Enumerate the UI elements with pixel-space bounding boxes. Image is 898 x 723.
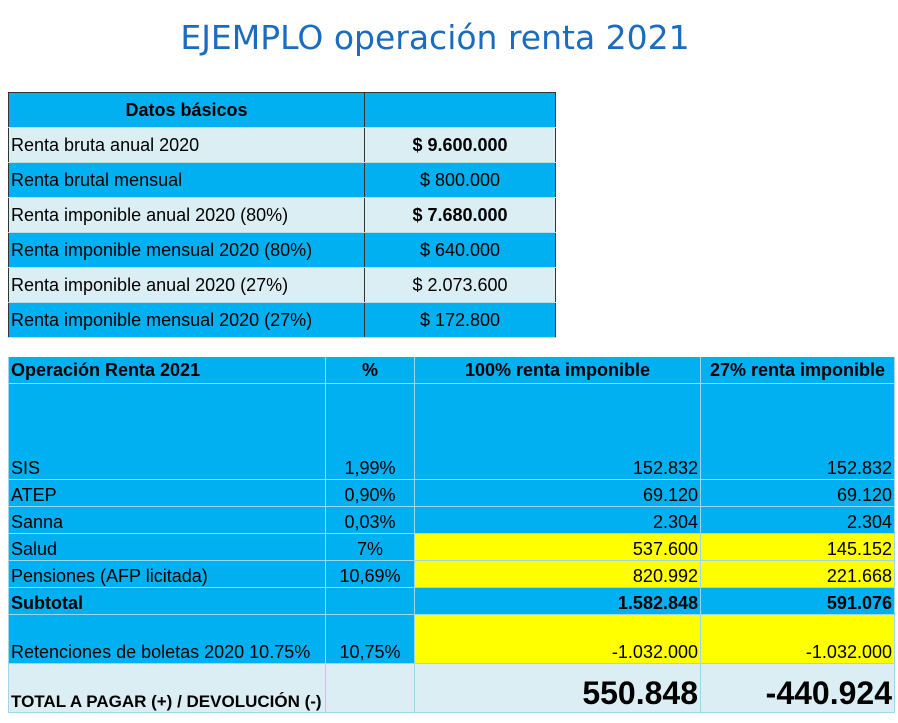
total-label: TOTAL A PAGAR (+) / DEVOLUCIÓN (-) <box>8 663 326 713</box>
header-cell: 27% renta imponible <box>700 357 895 384</box>
row-27: 69.120 <box>700 479 895 507</box>
row-27: 2.304 <box>700 506 895 534</box>
operation-table: Operación Renta 2021 % 100% renta imponi… <box>8 357 895 713</box>
table-header: Datos básicos <box>8 92 556 128</box>
table-row: Sanna 0,03% 2.304 2.304 <box>8 506 895 534</box>
subtotal-row: Subtotal 1.582.848 591.076 <box>8 587 895 615</box>
row-full: 2.304 <box>414 506 701 534</box>
table-row: Renta imponible anual 2020 (27%) $ 2.073.… <box>8 267 556 303</box>
header-label: Datos básicos <box>8 92 365 128</box>
table-row: Pensiones (AFP licitada) 10,69% 820.992 221… <box>8 560 895 588</box>
table-row: ATEP 0,90% 69.120 69.120 <box>8 479 895 507</box>
row-label: Renta imponible mensual 2020 (27%) <box>8 302 365 338</box>
row-label: Renta bruta anual 2020 <box>8 127 365 163</box>
row-27: 221.668 <box>700 560 895 588</box>
row-label: Salud <box>8 533 326 561</box>
row-label: SIS <box>8 383 326 480</box>
row-full: 537.600 <box>414 533 701 561</box>
header-cell: Operación Renta 2021 <box>8 357 326 384</box>
table-row: Renta imponible anual 2020 (80%) $ 7.680.… <box>8 197 556 233</box>
basic-data-table: Datos básicos Renta bruta anual 2020 $ 9.… <box>8 92 556 338</box>
row-27: 145.152 <box>700 533 895 561</box>
total-full: 550.848 <box>414 663 701 713</box>
row-full: 1.582.848 <box>414 587 701 615</box>
row-27: 591.076 <box>700 587 895 615</box>
row-pct: 1,99% <box>325 383 415 480</box>
row-label: Renta brutal mensual <box>8 162 365 198</box>
row-value: $ 7.680.000 <box>364 197 556 233</box>
row-full: -1.032.000 <box>414 614 701 664</box>
total-row: TOTAL A PAGAR (+) / DEVOLUCIÓN (-) 550.84… <box>8 663 895 713</box>
page-title: EJEMPLO operación renta 2021 <box>180 18 690 57</box>
row-label: Pensiones (AFP licitada) <box>8 560 326 588</box>
row-value: $ 800.000 <box>364 162 556 198</box>
row-full: 820.992 <box>414 560 701 588</box>
row-27: -1.032.000 <box>700 614 895 664</box>
table-row: Renta imponible mensual 2020 (80%) $ 640.… <box>8 232 556 268</box>
header-cell: % <box>325 357 415 384</box>
row-pct: 0,90% <box>325 479 415 507</box>
header-cell: 100% renta imponible <box>414 357 701 384</box>
row-value: $ 640.000 <box>364 232 556 268</box>
table-header: Operación Renta 2021 % 100% renta imponi… <box>8 357 895 384</box>
row-pct: 10,69% <box>325 560 415 588</box>
row-pct <box>325 587 415 615</box>
table-row: Renta imponible mensual 2020 (27%) $ 172.… <box>8 302 556 338</box>
row-pct: 0,03% <box>325 506 415 534</box>
total-27: -440.924 <box>700 663 895 713</box>
row-27: 152.832 <box>700 383 895 480</box>
row-label: Sanna <box>8 506 326 534</box>
row-full: 152.832 <box>414 383 701 480</box>
row-label: Retenciones de boletas 2020 10.75% <box>8 614 326 664</box>
row-label: Subtotal <box>8 587 326 615</box>
row-value: $ 172.800 <box>364 302 556 338</box>
row-full: 69.120 <box>414 479 701 507</box>
table-row: SIS 1,99% 152.832 152.832 <box>8 383 895 480</box>
row-label: ATEP <box>8 479 326 507</box>
table-row: Retenciones de boletas 2020 10.75% 10,75%… <box>8 614 895 664</box>
row-value: $ 9.600.000 <box>364 127 556 163</box>
table-row: Renta brutal mensual $ 800.000 <box>8 162 556 198</box>
row-pct: 7% <box>325 533 415 561</box>
row-label: Renta imponible anual 2020 (80%) <box>8 197 365 233</box>
table-row: Renta bruta anual 2020 $ 9.600.000 <box>8 127 556 163</box>
table-row: Salud 7% 537.600 145.152 <box>8 533 895 561</box>
row-pct: 10,75% <box>325 614 415 664</box>
row-value: $ 2.073.600 <box>364 267 556 303</box>
row-label: Renta imponible anual 2020 (27%) <box>8 267 365 303</box>
row-label: Renta imponible mensual 2020 (80%) <box>8 232 365 268</box>
